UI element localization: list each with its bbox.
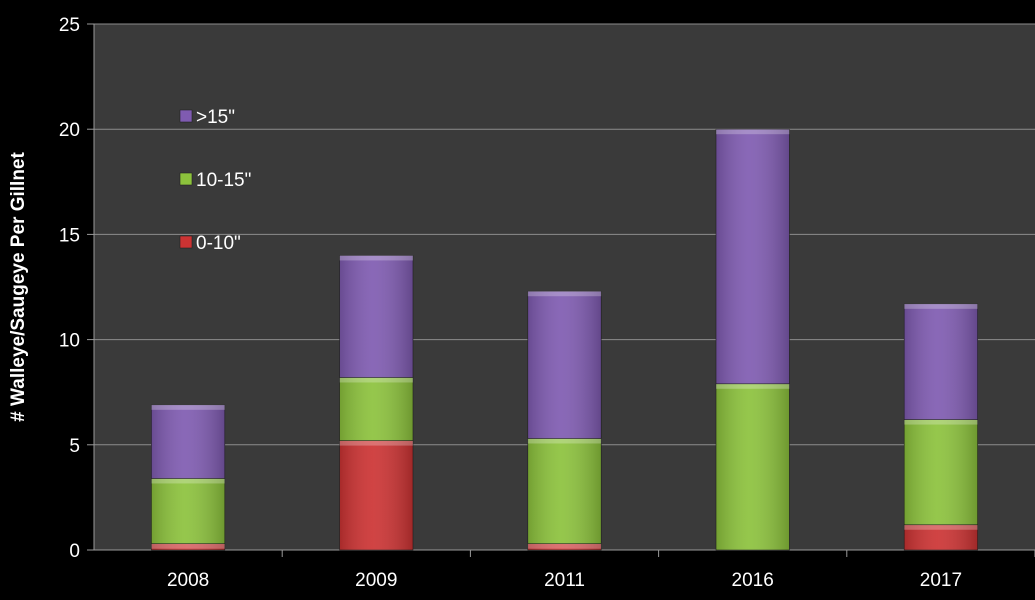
bar-segment <box>715 383 790 551</box>
legend-item: >15" <box>179 107 235 128</box>
bar-segment <box>903 524 978 551</box>
legend-swatch <box>179 172 193 186</box>
legend-label: 10-15" <box>196 170 251 191</box>
bar-segment <box>151 478 226 544</box>
bar-segment <box>151 543 226 551</box>
legend-swatch <box>179 109 193 123</box>
x-tick-label: 2016 <box>732 570 774 591</box>
x-tick-label: 2011 <box>544 570 585 591</box>
bar-segment <box>151 404 226 479</box>
bar-segment <box>527 438 602 544</box>
legend-item: 0-10" <box>179 233 241 254</box>
y-tick-label: 5 <box>69 436 80 457</box>
bar-segment <box>339 440 414 551</box>
bar-segment <box>339 255 414 378</box>
x-tick-label: 2009 <box>355 570 397 591</box>
y-tick-label: 0 <box>69 541 80 562</box>
bar-segment <box>339 377 414 441</box>
y-tick-label: 10 <box>59 331 80 352</box>
y-tick-label: 20 <box>59 120 80 141</box>
y-axis-label: # Walleye/Saugeye Per Gillnet <box>8 152 29 422</box>
bar-segment <box>903 419 978 526</box>
bar-segment <box>527 543 602 551</box>
x-tick-label: 2017 <box>920 570 962 591</box>
bar-segment <box>903 303 978 420</box>
y-tick-label: 15 <box>59 225 80 246</box>
y-tick-labels: 0 5 10 15 20 25 <box>59 15 80 562</box>
legend-label: 0-10" <box>196 233 241 254</box>
legend-label: >15" <box>196 107 235 128</box>
bar-segment <box>715 128 790 385</box>
legend: >15" 10-15" 0-10" <box>179 107 251 254</box>
y-tick-label: 25 <box>59 15 80 36</box>
legend-swatch <box>179 235 193 249</box>
bar-segment <box>527 290 602 439</box>
bars <box>151 128 978 551</box>
x-tick-label: 2008 <box>167 570 209 591</box>
legend-item: 10-15" <box>179 170 251 191</box>
x-tick-labels: 2008 2009 2011 2016 2017 <box>167 570 962 591</box>
